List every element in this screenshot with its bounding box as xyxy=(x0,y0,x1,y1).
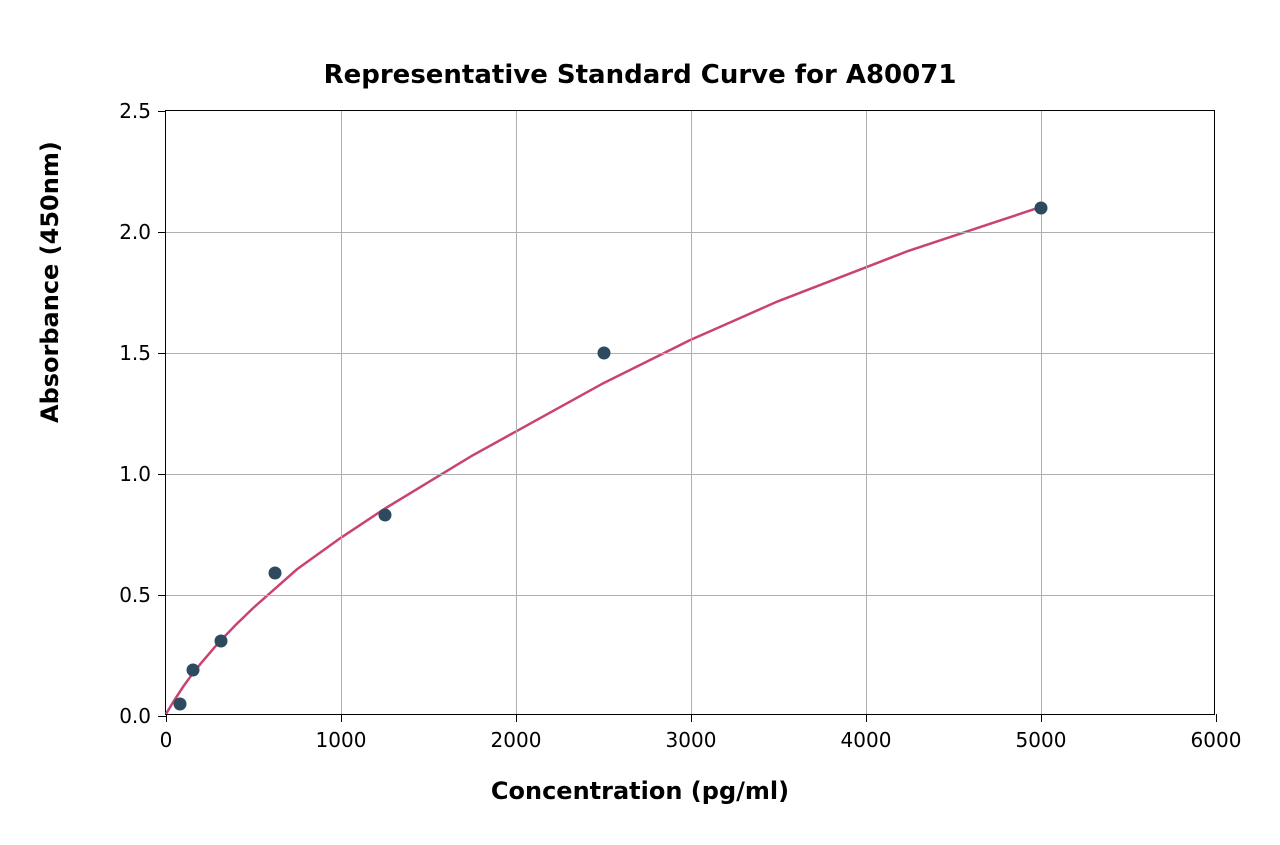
x-tick xyxy=(1216,714,1217,722)
x-tick xyxy=(691,714,692,722)
grid-line-horizontal xyxy=(166,232,1214,233)
y-tick xyxy=(158,474,166,475)
data-point xyxy=(378,509,391,522)
x-tick-label: 0 xyxy=(160,728,173,752)
x-tick xyxy=(866,714,867,722)
plot-area: 01000200030004000500060000.00.51.01.52.0… xyxy=(165,110,1215,715)
data-point xyxy=(1035,201,1048,214)
y-tick-label: 2.5 xyxy=(119,99,151,123)
x-tick xyxy=(341,714,342,722)
grid-line-horizontal xyxy=(166,595,1214,596)
grid-line-vertical xyxy=(866,111,867,714)
y-tick xyxy=(158,716,166,717)
y-tick-label: 0.5 xyxy=(119,583,151,607)
x-axis-label: Concentration (pg/ml) xyxy=(0,777,1280,805)
curve-svg xyxy=(166,111,1214,714)
data-point xyxy=(187,664,200,677)
y-tick xyxy=(158,595,166,596)
x-tick-label: 3000 xyxy=(666,728,717,752)
grid-line-vertical xyxy=(691,111,692,714)
y-tick xyxy=(158,353,166,354)
x-tick xyxy=(516,714,517,722)
y-tick xyxy=(158,111,166,112)
y-axis-label: Absorbance (450nm) xyxy=(36,141,64,423)
x-tick xyxy=(1041,714,1042,722)
x-tick-label: 1000 xyxy=(316,728,367,752)
y-tick-label: 1.5 xyxy=(119,341,151,365)
grid-line-vertical xyxy=(516,111,517,714)
x-tick xyxy=(166,714,167,722)
data-point xyxy=(269,567,282,580)
grid-line-horizontal xyxy=(166,474,1214,475)
data-point xyxy=(173,697,186,710)
grid-line-vertical xyxy=(341,111,342,714)
grid-line-horizontal xyxy=(166,353,1214,354)
x-tick-label: 2000 xyxy=(491,728,542,752)
y-tick-label: 1.0 xyxy=(119,462,151,486)
x-tick-label: 4000 xyxy=(841,728,892,752)
y-tick-label: 0.0 xyxy=(119,704,151,728)
fitted-curve xyxy=(166,207,1039,714)
x-tick-label: 5000 xyxy=(1016,728,1067,752)
data-point xyxy=(214,634,227,647)
y-tick-label: 2.0 xyxy=(119,220,151,244)
chart-title: Representative Standard Curve for A80071 xyxy=(0,60,1280,90)
data-point xyxy=(597,347,610,360)
chart-container: Representative Standard Curve for A80071… xyxy=(0,0,1280,845)
y-tick xyxy=(158,232,166,233)
x-tick-label: 6000 xyxy=(1191,728,1242,752)
